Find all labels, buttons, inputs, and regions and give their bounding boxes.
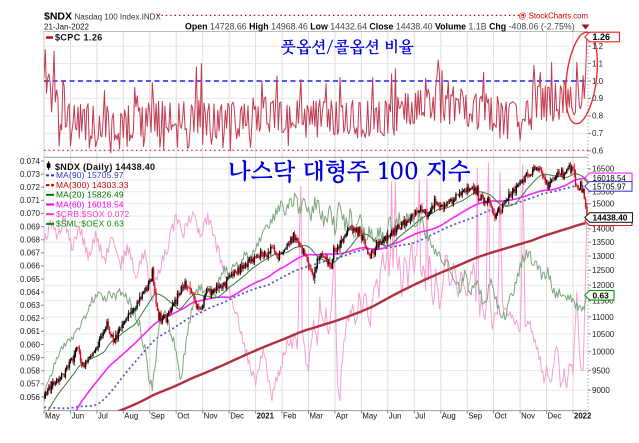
- svg-text:1.0: 1.0: [592, 77, 604, 86]
- svg-text:Apr: Apr: [336, 412, 349, 421]
- svg-text:9500: 9500: [592, 366, 610, 375]
- svg-text:$NDX (Daily) 14438.40: $NDX (Daily) 14438.40: [55, 162, 155, 172]
- svg-text:MA(60) 16018.54: MA(60) 16018.54: [56, 199, 124, 209]
- svg-text:Jul: Jul: [98, 412, 108, 421]
- svg-text:0.071: 0.071: [20, 196, 41, 205]
- svg-text:May: May: [362, 412, 377, 421]
- svg-text:0.074: 0.074: [20, 157, 41, 166]
- svg-text:2022: 2022: [574, 412, 592, 421]
- svg-text:Oct: Oct: [177, 412, 190, 421]
- svg-text:Jun: Jun: [72, 412, 85, 421]
- svg-text:2021: 2021: [257, 412, 275, 421]
- svg-text:0.6: 0.6: [592, 147, 604, 156]
- svg-text:Aug: Aug: [124, 412, 138, 421]
- svg-text:0.8: 0.8: [592, 112, 604, 121]
- svg-text:0.059: 0.059: [20, 353, 41, 362]
- svg-text:$CPC 1.26: $CPC 1.26: [55, 33, 103, 43]
- svg-text:1.26: 1.26: [593, 32, 611, 42]
- svg-text:Feb: Feb: [283, 412, 297, 421]
- svg-text:12000: 12000: [592, 281, 615, 290]
- svg-text:11500: 11500: [592, 297, 614, 306]
- svg-text:1.2: 1.2: [592, 42, 604, 51]
- svg-text:$SML:$OEX 0.63: $SML:$OEX 0.63: [56, 219, 124, 229]
- svg-text:MA(300) 14303.33: MA(300) 14303.33: [56, 180, 129, 190]
- svg-text:Nov: Nov: [521, 412, 535, 421]
- svg-text:Sep: Sep: [468, 412, 483, 421]
- svg-text:0.070: 0.070: [20, 209, 41, 218]
- svg-text:Jul: Jul: [415, 412, 425, 421]
- svg-text:MA(90) 15705.97: MA(90) 15705.97: [56, 170, 124, 180]
- svg-text:0.63: 0.63: [593, 290, 610, 300]
- svg-text:MA(20) 15826.49: MA(20) 15826.49: [56, 190, 124, 200]
- svg-text:0.069: 0.069: [20, 222, 41, 231]
- svg-text:14438.40: 14438.40: [593, 213, 628, 223]
- svg-text:$NDX: $NDX: [44, 10, 72, 22]
- svg-text:10000: 10000: [592, 348, 615, 357]
- svg-text:11000: 11000: [592, 313, 614, 322]
- svg-text:Jun: Jun: [389, 412, 402, 421]
- svg-text:0.073: 0.073: [20, 170, 41, 179]
- svg-text:15500: 15500: [592, 188, 615, 197]
- svg-text:0.067: 0.067: [20, 249, 41, 258]
- svg-text:0.063: 0.063: [20, 301, 41, 310]
- svg-text:21-Jan-2022: 21-Jan-2022: [44, 23, 89, 32]
- svg-text:0.072: 0.072: [20, 183, 41, 192]
- svg-text:9000: 9000: [592, 386, 610, 395]
- svg-text:15000: 15000: [592, 200, 615, 209]
- svg-text:Nasdaq 100 Index.INDX: Nasdaq 100 Index.INDX: [75, 12, 162, 21]
- svg-text:Nov: Nov: [204, 412, 218, 421]
- svg-text:15705.97: 15705.97: [593, 182, 627, 191]
- svg-text:0.068: 0.068: [20, 236, 41, 245]
- svg-text:0.064: 0.064: [20, 288, 41, 297]
- svg-text:0.7: 0.7: [592, 129, 604, 138]
- svg-text:May: May: [45, 412, 60, 421]
- svg-text:Dec: Dec: [548, 412, 562, 421]
- svg-text:13500: 13500: [592, 238, 615, 247]
- svg-text:0.057: 0.057: [20, 380, 41, 389]
- svg-text:0.065: 0.065: [20, 275, 41, 284]
- svg-text:0.9: 0.9: [592, 94, 604, 103]
- svg-text:16500: 16500: [592, 165, 615, 174]
- svg-text:Mar: Mar: [310, 412, 324, 421]
- svg-text:14000: 14000: [592, 225, 615, 234]
- svg-text:0.060: 0.060: [20, 340, 41, 349]
- svg-text:12500: 12500: [592, 266, 615, 275]
- svg-text:0.061: 0.061: [20, 327, 41, 336]
- svg-text:$CRB:$SOX 0.072: $CRB:$SOX 0.072: [56, 209, 129, 219]
- svg-text:Oct: Oct: [495, 412, 508, 421]
- svg-text:0.058: 0.058: [20, 367, 41, 376]
- svg-text:10500: 10500: [592, 330, 615, 339]
- svg-text:0.056: 0.056: [20, 393, 41, 402]
- svg-text:Aug: Aug: [442, 412, 456, 421]
- svg-text:16018.54: 16018.54: [593, 174, 627, 183]
- svg-text:Sep: Sep: [151, 412, 166, 421]
- svg-text:@ StockCharts.com: @ StockCharts.com: [519, 12, 588, 21]
- svg-text:Open 14728.66 High 14968.46 Lo: Open 14728.66 High 14968.46 Low 14432.64…: [185, 22, 575, 32]
- svg-text:Dec: Dec: [230, 412, 244, 421]
- svg-text:0.066: 0.066: [20, 262, 41, 271]
- svg-text:13000: 13000: [592, 252, 615, 261]
- svg-text:0.062: 0.062: [20, 314, 41, 323]
